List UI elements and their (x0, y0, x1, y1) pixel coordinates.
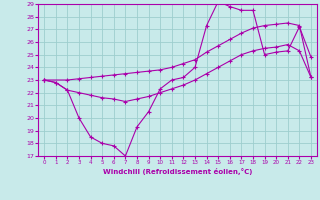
X-axis label: Windchill (Refroidissement éolien,°C): Windchill (Refroidissement éolien,°C) (103, 168, 252, 175)
